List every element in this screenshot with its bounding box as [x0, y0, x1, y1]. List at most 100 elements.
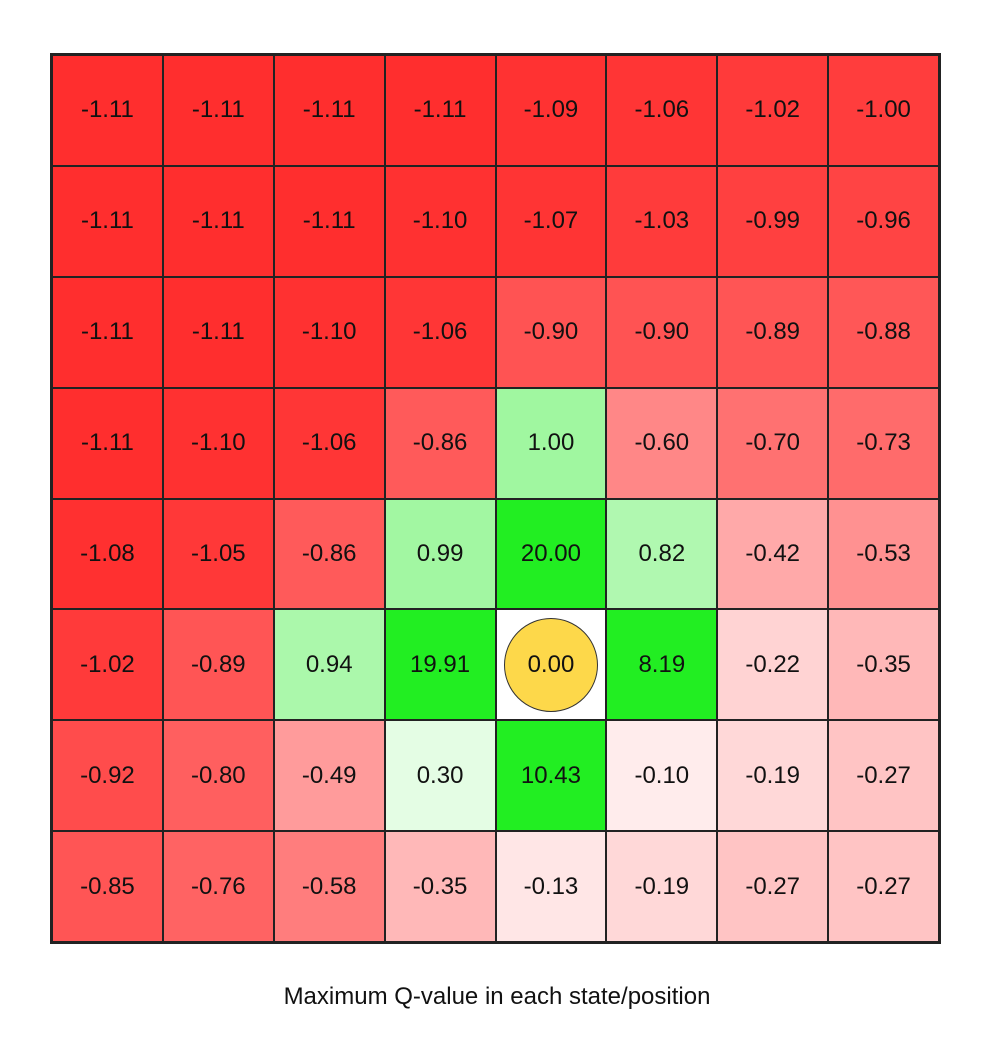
grid-cell: 19.91 — [384, 609, 496, 721]
grid-cell: -0.73 — [828, 387, 939, 499]
q-value-grid-container: -1.11 -1.11 -1.11 -1.11 -1.09 -1.06 -1.02 -1.00… — [50, 53, 941, 944]
grid-cell: 0.99 — [384, 498, 496, 610]
q-value-label: -1.06 — [301, 429, 357, 457]
q-value-label: -0.89 — [190, 650, 246, 678]
q-value-label: -0.92 — [80, 761, 135, 789]
q-value-label: 0.82 — [638, 539, 686, 567]
grid-cell: -1.02 — [52, 609, 163, 721]
q-value-label: -0.27 — [856, 872, 911, 900]
grid-cell: -1.11 — [273, 165, 385, 277]
q-value-label: -0.22 — [745, 650, 801, 678]
grid-cell: -0.27 — [828, 720, 939, 832]
q-value-label: -1.10 — [412, 207, 468, 235]
q-value-label: -1.11 — [80, 96, 134, 124]
q-value-label: -0.53 — [856, 539, 911, 567]
q-value-label: -0.35 — [412, 872, 468, 900]
q-value-label: -1.11 — [302, 207, 356, 235]
q-value-label: -1.00 — [856, 96, 911, 124]
grid-cell: -0.70 — [717, 387, 829, 499]
q-value-label: -1.06 — [634, 96, 690, 124]
q-value-label: -0.76 — [190, 872, 246, 900]
grid-cell: -1.10 — [162, 387, 274, 499]
q-value-label: 8.19 — [638, 650, 686, 678]
q-value-label: -0.90 — [523, 318, 579, 346]
q-value-label: -1.11 — [191, 96, 245, 124]
q-value-label: -1.07 — [523, 207, 579, 235]
grid-cell: -1.10 — [384, 165, 496, 277]
grid-cell: -0.96 — [828, 165, 939, 277]
grid-cell: 10.43 — [495, 720, 607, 832]
q-value-label: -0.49 — [301, 761, 357, 789]
grid-cell: -1.09 — [495, 55, 607, 166]
q-value-label: -1.11 — [191, 318, 245, 346]
grid-cell: -0.85 — [52, 831, 163, 942]
q-value-label: -0.19 — [745, 761, 801, 789]
grid-cell: -0.49 — [273, 720, 385, 832]
q-value-label: -0.90 — [634, 318, 690, 346]
grid-cell: -1.08 — [52, 498, 163, 610]
grid-cell: -0.89 — [162, 609, 274, 721]
q-value-label: -1.08 — [80, 539, 135, 567]
grid-cell: -0.60 — [606, 387, 718, 499]
grid-cell: -1.11 — [52, 387, 163, 499]
q-value-label: -0.86 — [301, 539, 357, 567]
q-value-label: 0.00 — [527, 650, 575, 678]
grid-cell: 0.94 — [273, 609, 385, 721]
grid-cell: 1.00 — [495, 387, 607, 499]
q-value-label: -1.10 — [190, 429, 246, 457]
q-value-label: -1.02 — [80, 650, 135, 678]
q-value-label: 10.43 — [520, 761, 581, 789]
grid-cell: -1.11 — [162, 55, 274, 166]
grid-cell: -1.11 — [52, 55, 163, 166]
grid-cell: -1.11 — [52, 276, 163, 388]
grid-cell: -0.27 — [828, 831, 939, 942]
q-value-label: -0.27 — [745, 872, 801, 900]
q-value-label: 0.94 — [305, 650, 353, 678]
q-value-label: -0.19 — [634, 872, 690, 900]
q-value-label: -1.05 — [190, 539, 246, 567]
q-value-label: -0.35 — [856, 650, 911, 678]
grid-cell: -0.86 — [273, 498, 385, 610]
q-value-label: -0.85 — [80, 872, 135, 900]
q-value-label: -0.89 — [745, 318, 801, 346]
grid-cell: -0.86 — [384, 387, 496, 499]
q-value-label: -1.06 — [412, 318, 468, 346]
grid-cell: -0.35 — [828, 609, 939, 721]
q-value-label: -0.88 — [856, 318, 911, 346]
grid-cell: -0.19 — [717, 720, 829, 832]
q-value-grid: -1.11 -1.11 -1.11 -1.11 -1.09 -1.06 -1.02 -1.00… — [50, 53, 941, 944]
q-value-label: 19.91 — [410, 650, 471, 678]
grid-cell: -0.10 — [606, 720, 718, 832]
grid-cell: -0.53 — [828, 498, 939, 610]
q-value-label: -0.60 — [634, 429, 690, 457]
q-value-label: -0.86 — [412, 429, 468, 457]
grid-cell: -1.05 — [162, 498, 274, 610]
grid-cell: -0.92 — [52, 720, 163, 832]
grid-cell: -0.58 — [273, 831, 385, 942]
grid-cell: -0.90 — [495, 276, 607, 388]
grid-cell: -1.06 — [273, 387, 385, 499]
grid-cell: -0.22 — [717, 609, 829, 721]
grid-cell: -1.06 — [384, 276, 496, 388]
grid-caption: Maximum Q-value in each state/position — [283, 983, 711, 1010]
q-value-label: 20.00 — [520, 539, 581, 567]
grid-cell: -1.10 — [273, 276, 385, 388]
q-value-label: 1.00 — [527, 429, 575, 457]
q-value-label: -0.27 — [856, 761, 911, 789]
q-value-label: -1.09 — [523, 96, 579, 124]
q-value-label: -0.58 — [301, 872, 357, 900]
q-value-label: -0.10 — [634, 761, 690, 789]
grid-cell: -0.76 — [162, 831, 274, 942]
grid-cell: -1.03 — [606, 165, 718, 277]
grid-cell: -0.13 — [495, 831, 607, 942]
q-value-label: -1.11 — [80, 429, 134, 457]
grid-cell: -1.00 — [828, 55, 939, 166]
q-value-label: -0.96 — [856, 207, 911, 235]
grid-cell: 0.30 — [384, 720, 496, 832]
q-value-label: -1.11 — [413, 96, 467, 124]
q-value-label: -1.10 — [301, 318, 357, 346]
grid-cell: -1.11 — [162, 165, 274, 277]
grid-cell: -0.35 — [384, 831, 496, 942]
grid-cell: -1.11 — [384, 55, 496, 166]
grid-cell: -0.27 — [717, 831, 829, 942]
